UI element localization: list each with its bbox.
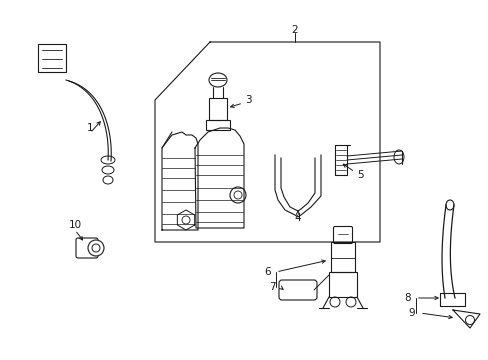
Text: 8: 8 — [404, 293, 410, 303]
Text: 9: 9 — [408, 308, 414, 318]
Bar — [330, 242, 354, 272]
Text: 1: 1 — [86, 123, 93, 133]
Text: 4: 4 — [294, 213, 301, 223]
Bar — [208, 98, 226, 120]
Text: 2: 2 — [291, 25, 298, 35]
Text: 6: 6 — [264, 267, 271, 277]
Bar — [205, 120, 229, 130]
Bar — [328, 272, 356, 297]
Bar — [38, 44, 66, 72]
Text: 10: 10 — [68, 220, 81, 230]
Text: 3: 3 — [244, 95, 251, 105]
Text: 7: 7 — [268, 282, 275, 292]
Text: 5: 5 — [356, 170, 363, 180]
Ellipse shape — [88, 240, 104, 256]
